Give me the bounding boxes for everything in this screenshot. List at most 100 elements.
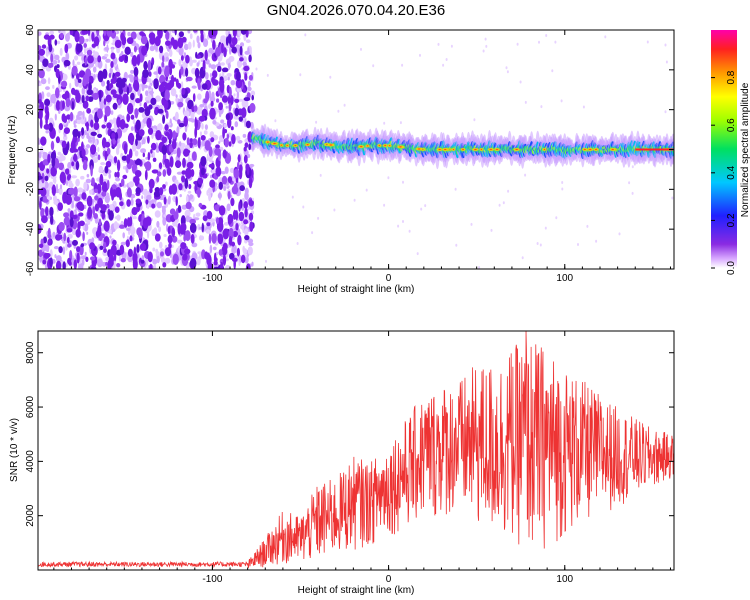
noise-speckle xyxy=(114,223,121,229)
noise-blob xyxy=(87,206,93,219)
noise-blob xyxy=(133,66,139,77)
noise-blob xyxy=(120,32,125,41)
noise-speckle xyxy=(114,215,121,220)
noise-speckle xyxy=(78,82,84,88)
noise-speckle xyxy=(65,52,70,61)
noise-blob xyxy=(177,101,184,108)
noise-blob xyxy=(181,170,187,175)
noise-speckle xyxy=(243,99,249,108)
noise-speckle xyxy=(83,181,88,191)
noise-blob xyxy=(237,154,241,163)
noise-blob xyxy=(112,102,118,110)
noise-speckle xyxy=(45,86,50,90)
noise-blob xyxy=(176,147,181,158)
spectrogram-xlabel: Height of straight line (km) xyxy=(298,284,415,295)
noise-blob xyxy=(238,168,243,180)
noise-speckle xyxy=(225,105,228,109)
sparse-speck xyxy=(498,203,501,207)
noise-blob xyxy=(191,151,197,162)
noise-speckle xyxy=(40,78,47,85)
noise-speckle xyxy=(155,148,160,153)
noise-speckle xyxy=(227,76,230,81)
noise-blob xyxy=(150,142,157,151)
noise-speckle xyxy=(143,188,148,197)
noise-blob xyxy=(104,114,108,122)
noise-blob xyxy=(48,122,54,132)
noise-blob xyxy=(241,107,247,119)
noise-blob xyxy=(248,176,253,189)
snr-series-line xyxy=(38,331,674,569)
noise-blob xyxy=(248,143,252,151)
noise-blob xyxy=(86,107,91,114)
noise-blob xyxy=(116,159,121,172)
noise-blob xyxy=(168,242,172,249)
noise-blob xyxy=(69,111,74,122)
noise-speckle xyxy=(208,192,212,202)
noise-blob xyxy=(80,243,85,248)
noise-speckle xyxy=(178,47,184,56)
noise-blob xyxy=(148,178,155,189)
sparse-speck xyxy=(372,64,375,68)
noise-blob xyxy=(47,153,51,164)
sparse-speck xyxy=(539,243,542,247)
noise-speckle xyxy=(153,229,157,237)
noise-blob xyxy=(240,254,246,264)
sparse-speck xyxy=(540,105,543,109)
noise-blob xyxy=(44,175,49,182)
signal-hotspot xyxy=(364,143,371,149)
noise-speckle xyxy=(87,139,93,143)
noise-blob xyxy=(166,167,172,176)
noise-speckle xyxy=(109,67,113,75)
noise-blob xyxy=(82,162,88,171)
noise-blob xyxy=(159,187,164,196)
noise-blob xyxy=(217,233,224,245)
noise-speckle xyxy=(99,102,104,110)
noise-blob xyxy=(38,175,43,180)
noise-speckle xyxy=(58,30,61,34)
noise-speckle xyxy=(59,47,63,56)
noise-blob xyxy=(185,54,190,64)
noise-blob xyxy=(214,147,222,156)
noise-blob xyxy=(159,45,164,53)
noise-speckle xyxy=(105,256,110,262)
noise-blob xyxy=(147,127,154,135)
noise-blob xyxy=(59,171,66,184)
noise-blob xyxy=(145,216,152,226)
noise-speckle xyxy=(183,110,190,118)
noise-blob xyxy=(194,67,200,78)
noise-blob xyxy=(69,30,74,36)
noise-speckle xyxy=(170,88,177,97)
noise-speckle xyxy=(193,217,200,221)
noise-blob xyxy=(97,224,102,237)
sparse-speck xyxy=(646,40,649,44)
noise-blob xyxy=(235,78,243,89)
noise-speckle xyxy=(207,187,213,194)
noise-blob xyxy=(231,36,238,46)
noise-blob xyxy=(63,216,71,226)
noise-speckle xyxy=(101,80,106,87)
noise-blob xyxy=(106,79,110,86)
noise-blob xyxy=(147,251,153,263)
noise-blob xyxy=(94,203,99,212)
noise-speckle xyxy=(154,210,161,218)
noise-blob xyxy=(248,74,253,81)
noise-blob xyxy=(101,181,108,194)
noise-blob xyxy=(62,261,66,269)
noise-blob xyxy=(217,65,222,73)
noise-speckle xyxy=(247,246,253,256)
noise-blob xyxy=(105,261,108,266)
noise-blob xyxy=(185,76,193,82)
snr-panel: -100 0 100 2000 4000 6000 8000 Height of strai… xyxy=(9,330,675,596)
noise-blob xyxy=(105,94,112,103)
noise-blob xyxy=(218,181,223,190)
noise-blob xyxy=(189,138,193,143)
noise-blob xyxy=(189,218,196,225)
noise-speckle xyxy=(96,258,103,268)
noise-speckle xyxy=(98,165,104,173)
noise-blob xyxy=(73,186,78,198)
noise-blob xyxy=(48,43,53,53)
noise-blob xyxy=(114,132,119,141)
noise-blob xyxy=(221,175,228,185)
noise-speckle xyxy=(185,195,189,203)
noise-blob xyxy=(114,206,120,213)
